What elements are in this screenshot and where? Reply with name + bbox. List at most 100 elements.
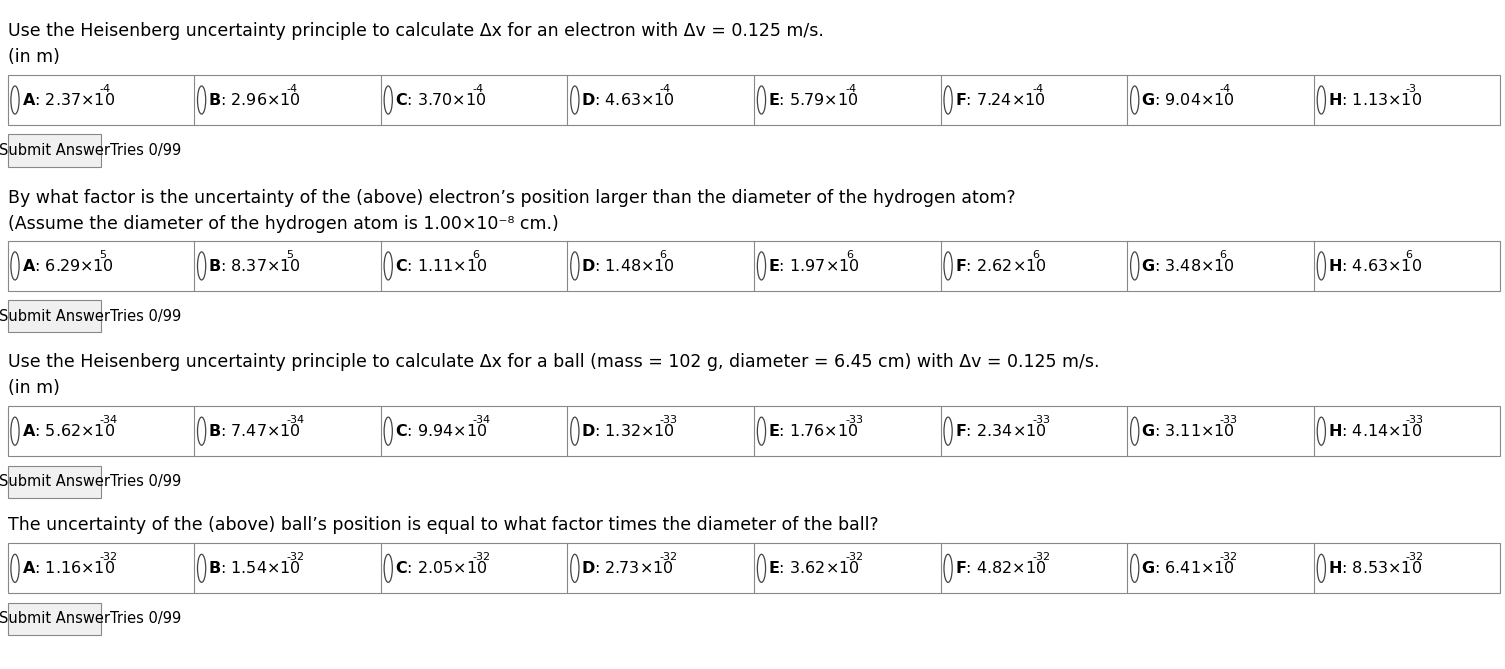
Text: 6: 6 xyxy=(1032,250,1040,260)
Text: $\mathbf{H}$: 4.14×10: $\mathbf{H}$: 4.14×10 xyxy=(1327,423,1422,439)
Ellipse shape xyxy=(1130,417,1139,446)
Text: Tries 0/99: Tries 0/99 xyxy=(110,611,181,626)
Ellipse shape xyxy=(197,252,206,280)
FancyBboxPatch shape xyxy=(8,75,1500,125)
Text: $\mathbf{F}$: 4.82×10: $\mathbf{F}$: 4.82×10 xyxy=(954,561,1046,576)
Ellipse shape xyxy=(11,554,20,582)
Text: -4: -4 xyxy=(473,84,483,94)
Text: Tries 0/99: Tries 0/99 xyxy=(110,143,181,158)
Ellipse shape xyxy=(197,417,206,446)
Text: $\mathbf{D}$: 4.63×10: $\mathbf{D}$: 4.63×10 xyxy=(581,92,676,108)
Text: -4: -4 xyxy=(286,84,296,94)
Text: Tries 0/99: Tries 0/99 xyxy=(110,474,181,489)
Ellipse shape xyxy=(757,86,766,114)
Ellipse shape xyxy=(1130,252,1139,280)
FancyBboxPatch shape xyxy=(8,241,1500,291)
Text: -4: -4 xyxy=(1032,84,1043,94)
Text: Tries 0/99: Tries 0/99 xyxy=(110,309,181,324)
Text: 6: 6 xyxy=(659,250,667,260)
Text: Submit Answer: Submit Answer xyxy=(0,309,110,324)
Text: -32: -32 xyxy=(1219,553,1237,562)
Text: $\mathbf{C}$: 1.11×10: $\mathbf{C}$: 1.11×10 xyxy=(394,258,488,274)
Ellipse shape xyxy=(570,554,579,582)
Ellipse shape xyxy=(570,252,579,280)
Text: (Assume the diameter of the hydrogen atom is 1.00×10⁻⁸ cm.): (Assume the diameter of the hydrogen ato… xyxy=(8,215,558,233)
FancyBboxPatch shape xyxy=(8,466,101,498)
Text: -33: -33 xyxy=(659,415,677,425)
Text: $\mathbf{B}$: 8.37×10: $\mathbf{B}$: 8.37×10 xyxy=(208,258,301,274)
Text: -32: -32 xyxy=(1406,553,1424,562)
Ellipse shape xyxy=(11,417,20,446)
Text: -33: -33 xyxy=(846,415,864,425)
Text: 6: 6 xyxy=(1219,250,1227,260)
Text: 5: 5 xyxy=(286,250,293,260)
Ellipse shape xyxy=(757,554,766,582)
Text: $\mathbf{B}$: 2.96×10: $\mathbf{B}$: 2.96×10 xyxy=(208,92,301,108)
Ellipse shape xyxy=(944,417,953,446)
Ellipse shape xyxy=(384,554,393,582)
Text: (in m): (in m) xyxy=(8,379,59,397)
Ellipse shape xyxy=(384,86,393,114)
Text: (in m): (in m) xyxy=(8,48,59,66)
Text: -32: -32 xyxy=(659,553,677,562)
Text: $\mathbf{H}$: 1.13×10: $\mathbf{H}$: 1.13×10 xyxy=(1327,92,1422,108)
Text: Submit Answer: Submit Answer xyxy=(0,143,110,158)
Ellipse shape xyxy=(944,252,953,280)
Ellipse shape xyxy=(570,417,579,446)
Text: -32: -32 xyxy=(846,553,864,562)
Text: -32: -32 xyxy=(286,553,304,562)
Ellipse shape xyxy=(1317,554,1326,582)
Text: The uncertainty of the (above) ball’s position is equal to what factor times the: The uncertainty of the (above) ball’s po… xyxy=(8,516,877,535)
Text: $\mathbf{D}$: 1.48×10: $\mathbf{D}$: 1.48×10 xyxy=(581,258,676,274)
Ellipse shape xyxy=(384,417,393,446)
Text: -34: -34 xyxy=(99,415,117,425)
Text: $\mathbf{C}$: 3.70×10: $\mathbf{C}$: 3.70×10 xyxy=(394,92,486,108)
Text: $\mathbf{D}$: 2.73×10: $\mathbf{D}$: 2.73×10 xyxy=(581,561,674,576)
Text: $\mathbf{F}$: 7.24×10: $\mathbf{F}$: 7.24×10 xyxy=(954,92,1046,108)
Ellipse shape xyxy=(197,554,206,582)
Text: Submit Answer: Submit Answer xyxy=(0,611,110,626)
Text: $\mathbf{A}$: 6.29×10: $\mathbf{A}$: 6.29×10 xyxy=(21,258,113,274)
Text: -4: -4 xyxy=(1219,84,1230,94)
Text: 6: 6 xyxy=(473,250,480,260)
Text: -33: -33 xyxy=(1406,415,1424,425)
Text: -4: -4 xyxy=(99,84,110,94)
Text: $\mathbf{G}$: 6.41×10: $\mathbf{G}$: 6.41×10 xyxy=(1141,561,1236,576)
Text: $\mathbf{B}$: 1.54×10: $\mathbf{B}$: 1.54×10 xyxy=(208,561,301,576)
Ellipse shape xyxy=(757,417,766,446)
Ellipse shape xyxy=(570,86,579,114)
Ellipse shape xyxy=(1130,554,1139,582)
Text: $\mathbf{C}$: 9.94×10: $\mathbf{C}$: 9.94×10 xyxy=(394,423,488,439)
Text: -32: -32 xyxy=(1032,553,1050,562)
Text: $\mathbf{B}$: 7.47×10: $\mathbf{B}$: 7.47×10 xyxy=(208,423,301,439)
FancyBboxPatch shape xyxy=(8,300,101,332)
Text: $\mathbf{E}$: 1.97×10: $\mathbf{E}$: 1.97×10 xyxy=(768,258,859,274)
Text: Use the Heisenberg uncertainty principle to calculate Δx for a ball (mass = 102 : Use the Heisenberg uncertainty principle… xyxy=(8,353,1099,371)
Text: -32: -32 xyxy=(99,553,117,562)
Ellipse shape xyxy=(1317,86,1326,114)
Ellipse shape xyxy=(944,86,953,114)
Text: $\mathbf{H}$: 4.63×10: $\mathbf{H}$: 4.63×10 xyxy=(1327,258,1422,274)
Ellipse shape xyxy=(384,252,393,280)
FancyBboxPatch shape xyxy=(8,543,1500,593)
Text: $\mathbf{E}$: 1.76×10: $\mathbf{E}$: 1.76×10 xyxy=(768,423,858,439)
Text: Use the Heisenberg uncertainty principle to calculate Δx for an electron with Δv: Use the Heisenberg uncertainty principle… xyxy=(8,22,823,40)
Text: 6: 6 xyxy=(846,250,853,260)
FancyBboxPatch shape xyxy=(8,406,1500,456)
Text: -4: -4 xyxy=(659,84,670,94)
Text: 5: 5 xyxy=(99,250,107,260)
Ellipse shape xyxy=(11,252,20,280)
Text: $\mathbf{A}$: 1.16×10: $\mathbf{A}$: 1.16×10 xyxy=(21,561,114,576)
Ellipse shape xyxy=(1317,252,1326,280)
Text: $\mathbf{G}$: 9.04×10: $\mathbf{G}$: 9.04×10 xyxy=(1141,92,1236,108)
Text: $\mathbf{E}$: 5.79×10: $\mathbf{E}$: 5.79×10 xyxy=(768,92,858,108)
Text: -33: -33 xyxy=(1032,415,1050,425)
Text: $\mathbf{A}$: 2.37×10: $\mathbf{A}$: 2.37×10 xyxy=(21,92,114,108)
Text: $\mathbf{A}$: 5.62×10: $\mathbf{A}$: 5.62×10 xyxy=(21,423,114,439)
FancyBboxPatch shape xyxy=(8,134,101,167)
Text: -34: -34 xyxy=(286,415,304,425)
Text: -3: -3 xyxy=(1406,84,1416,94)
Text: 6: 6 xyxy=(1406,250,1413,260)
Text: -4: -4 xyxy=(846,84,856,94)
Text: By what factor is the uncertainty of the (above) electron’s position larger than: By what factor is the uncertainty of the… xyxy=(8,189,1016,207)
